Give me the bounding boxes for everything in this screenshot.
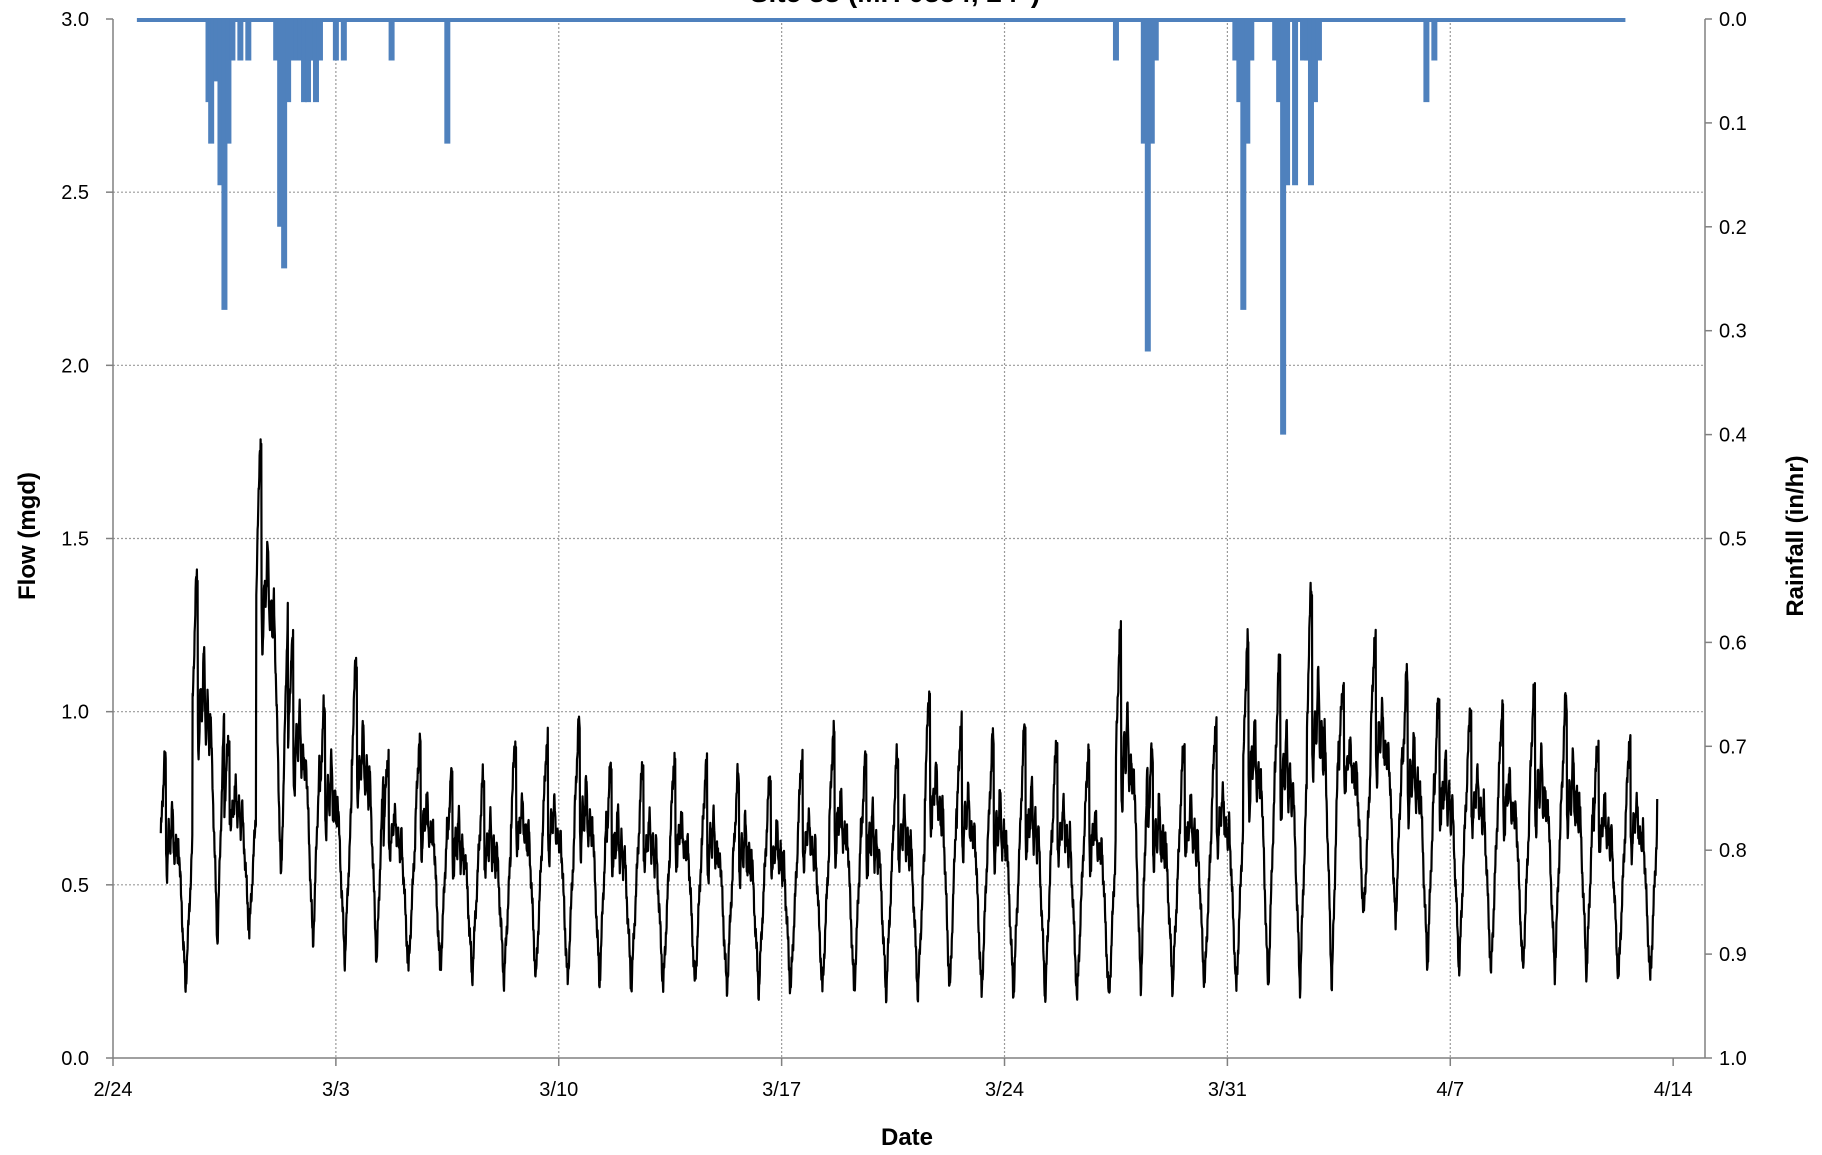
chart-title: Site 33 (MH 0354, 24") <box>750 0 1040 8</box>
y2-tick-label: 0.2 <box>1719 217 1747 239</box>
y2-axis-title: Rainfall (in/hr) <box>1782 455 1809 616</box>
x-tick-label: 4/14 <box>1654 1079 1693 1101</box>
y2-tick-label: 0.9 <box>1719 944 1747 966</box>
rainfall-series <box>136 18 1626 435</box>
x-axis-title: Date <box>881 1124 933 1150</box>
y2-tick-label: 0.5 <box>1719 529 1747 551</box>
x-tick-label: 3/24 <box>985 1079 1024 1101</box>
y-tick-label: 1.5 <box>61 529 89 551</box>
x-tick-label: 3/3 <box>322 1079 350 1101</box>
y-tick-label: 1.0 <box>61 702 89 724</box>
y2-tick-label: 0.3 <box>1719 321 1747 343</box>
grid <box>113 19 1705 1058</box>
flow-series <box>159 438 1659 1004</box>
x-tick-label: 3/10 <box>539 1079 578 1101</box>
y-axis-title: Flow (mgd) <box>14 472 41 600</box>
x-tick-label: 2/24 <box>94 1079 133 1101</box>
y2-tick-label: 0.6 <box>1719 632 1747 654</box>
axes: 0.0 0.5 1.0 1.5 2.0 2.5 3.0 0.0 0.1 0.2 0.3 0.4 0.5 0… <box>61 9 1747 1101</box>
y-tick-label: 2.5 <box>61 182 89 204</box>
y2-tick-label: 0.1 <box>1719 113 1747 135</box>
y2-tick-label: 1.0 <box>1719 1048 1747 1070</box>
y2-tick-label: 0.7 <box>1719 736 1747 758</box>
y-tick-label: 2.0 <box>61 355 89 377</box>
y2-tick-label: 0.4 <box>1719 425 1747 447</box>
x-tick-label: 3/17 <box>762 1079 801 1101</box>
x-tick-label: 3/31 <box>1208 1079 1247 1101</box>
y2-tick-label: 0.0 <box>1719 9 1747 31</box>
y-tick-label: 0.5 <box>61 875 89 897</box>
axis-labels: Site 33 (MH 0354, 24") Date Flow (mgd) R… <box>14 0 1809 1151</box>
y-tick-label: 3.0 <box>61 9 89 31</box>
y-tick-label: 0.0 <box>61 1048 89 1070</box>
y2-tick-label: 0.8 <box>1719 840 1747 862</box>
x-tick-label: 4/7 <box>1436 1079 1464 1101</box>
flow-line <box>159 438 1659 1004</box>
